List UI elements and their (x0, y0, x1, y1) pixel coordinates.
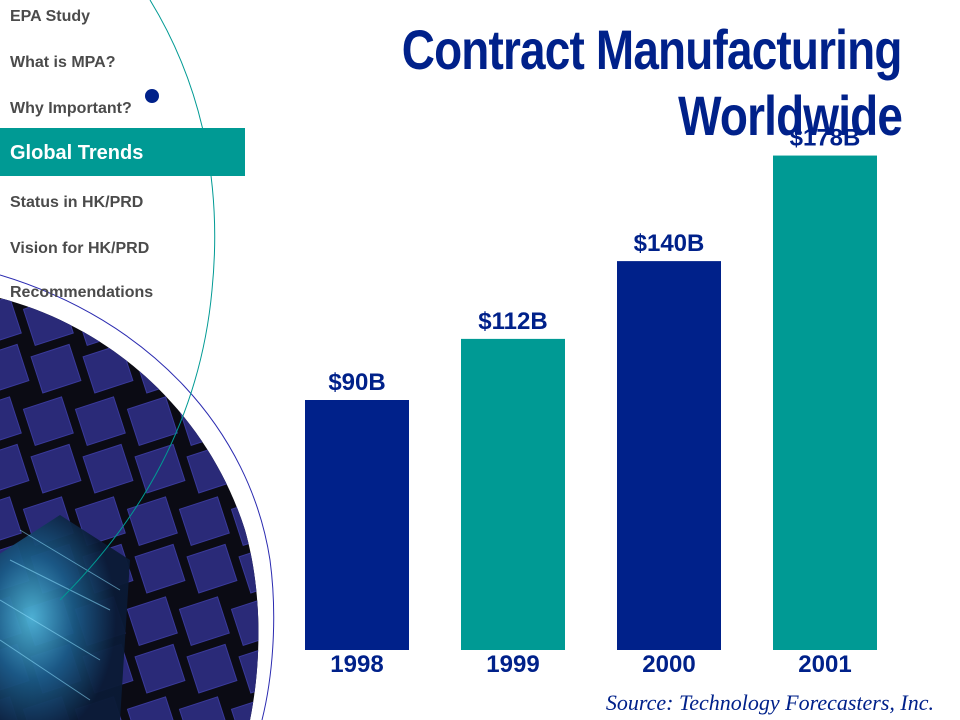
bar-1999 (461, 338, 565, 650)
x-tick-label-2001: 2001 (798, 651, 851, 678)
nav-item-recommendations[interactable]: Recommendations (10, 284, 154, 301)
nav-item-global-trends-label: Global Trends (10, 142, 144, 164)
data-label-1998: $90B (328, 369, 385, 396)
bar-2000 (617, 261, 721, 650)
nav-item-global-trends[interactable]: Global Trends (0, 128, 245, 176)
x-tick-label-1998: 1998 (330, 651, 383, 678)
data-label-2000: $140B (634, 230, 705, 257)
x-tick-label-1999: 1999 (486, 651, 539, 678)
bar-2001 (773, 155, 877, 651)
page-title-line-2: Worldwide (678, 84, 903, 147)
nav-item-what-is-mpa[interactable]: What is MPA? (10, 54, 116, 71)
page-title-line-1: Contract Manufacturing (402, 18, 903, 81)
nav-item-why-important[interactable]: Why Important? (10, 100, 132, 117)
x-tick-label-2000: 2000 (642, 651, 695, 678)
bar-1998 (305, 400, 409, 650)
source-note: Source: Technology Forecasters, Inc. (605, 690, 934, 715)
data-label-1999: $112B (478, 308, 547, 335)
data-label-2001: $178B (790, 125, 861, 152)
nav-item-epa-study[interactable]: EPA Study (10, 8, 91, 25)
nav-item-status-hk-prd[interactable]: Status in HK/PRD (10, 194, 144, 211)
nav-item-vision-hk-prd[interactable]: Vision for HK/PRD (10, 240, 150, 257)
